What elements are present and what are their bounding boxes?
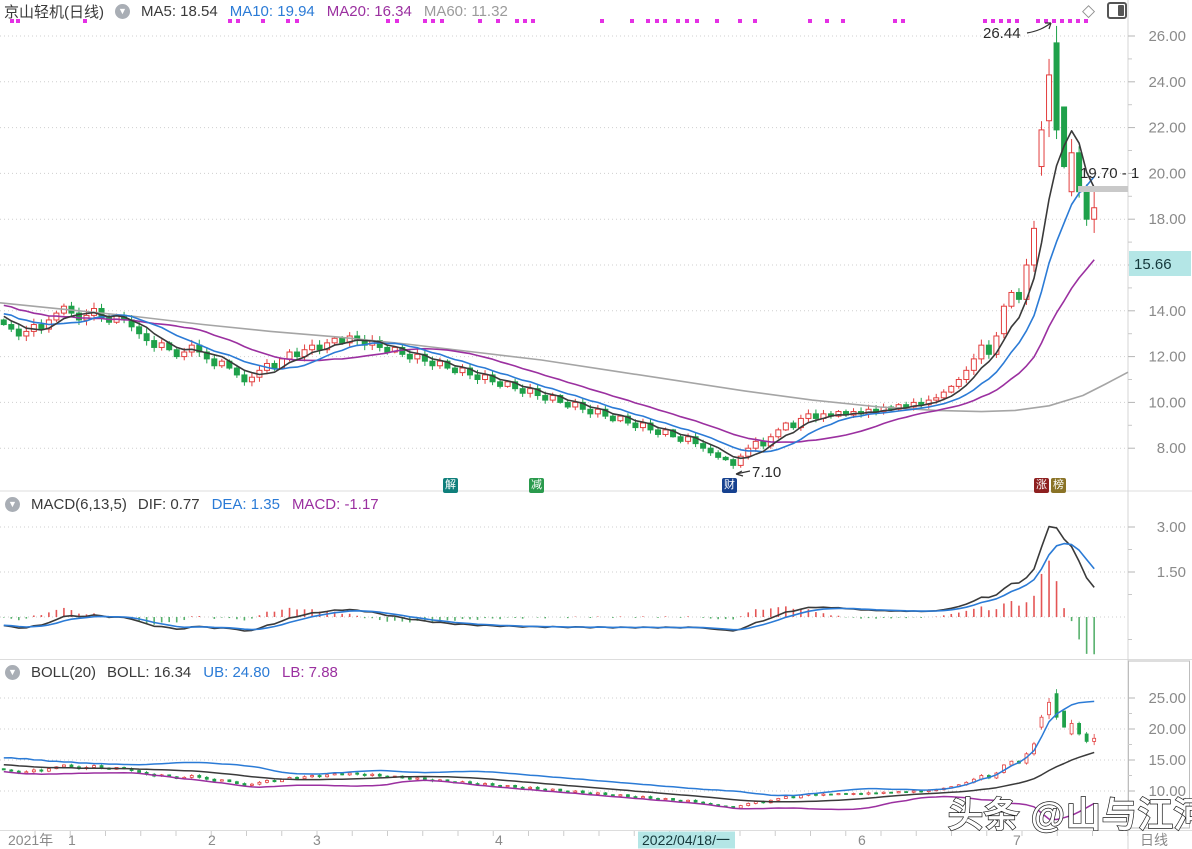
ma5-line [3,130,1095,460]
boll-values: BOLL: 16.34 UB: 24.80 LB: 7.88 [107,664,338,681]
annotation-level: 19.70 - 1 [1080,165,1139,182]
event-badge[interactable]: 减 [529,478,544,493]
svg-text:20.00: 20.00 [1148,721,1186,738]
event-badge[interactable]: 涨 [1034,478,1049,493]
time-axis-label: 6 [858,832,866,848]
time-axis-label: 1 [68,832,76,848]
macd-indicator-value: MACD: -1.17 [291,495,379,513]
svg-text:10.00: 10.00 [1148,394,1186,411]
gridlines [0,35,1128,792]
svg-text:20.00: 20.00 [1148,165,1186,182]
chevron-down-icon[interactable]: ▼ [5,664,20,680]
svg-text:3.00: 3.00 [1157,519,1186,536]
macd-panel-header: ▼ MACD(6,13,5) DIF: 0.77 DEA: 1.35 MACD: -… [5,494,379,514]
ma10-line [3,176,1095,453]
ma-values: MA5: 18.54 MA10: 19.94 MA20: 16.34 MA60: 11… [141,3,508,20]
svg-text:1.50: 1.50 [1157,564,1186,581]
cursor-price-label: 15.66 [1129,251,1191,276]
candlestick-series [0,25,1098,469]
macd-indicator-value: DIF: 0.77 [137,495,200,513]
svg-text:26.00: 26.00 [1148,28,1186,45]
macd-title: MACD(6,13,5) [31,495,127,513]
annotation-peak: 26.44 [983,25,1021,42]
event-badge[interactable]: 解 [443,478,458,493]
time-axis-label: 2 [208,832,216,848]
ma20-line [3,259,1095,444]
svg-text:12.00: 12.00 [1148,349,1186,366]
ma-indicator-value: MA5: 18.54 [141,2,218,20]
svg-text:25.00: 25.00 [1148,690,1186,707]
ma60-line [0,302,1129,413]
svg-text:14.00: 14.00 [1148,303,1186,320]
svg-text:8.00: 8.00 [1157,440,1186,457]
svg-text:2022/04/18/一: 2022/04/18/一 [642,832,730,848]
period-label: 日线 [1140,832,1168,848]
boll-lower-line [3,770,1095,821]
main-panel-header: 京山轻机(日线) ▼ MA5: 18.54 MA10: 19.94 MA20: 16… [4,1,508,21]
boll-title: BOLL(20) [31,663,97,681]
macd-indicator-value: DEA: 1.35 [211,495,280,513]
event-badge[interactable]: 财 [722,478,737,493]
time-axis-label: 2021年 [8,832,53,848]
svg-text:22.00: 22.00 [1148,120,1186,137]
panel-layout-icon[interactable] [1107,2,1128,19]
svg-text:10.00: 10.00 [1148,783,1186,800]
boll-panel-header: ▼ BOLL(20) BOLL: 16.34 UB: 24.80 LB: 7.88 [5,662,338,682]
cursor-date-label [638,831,735,849]
ma-indicator-value: MA10: 19.94 [229,2,315,20]
boll-mid-line [3,751,1095,803]
annotation-trough: 7.10 [752,464,781,481]
stock-title: 京山轻机(日线) [4,3,104,21]
time-axis-label: 3 [313,832,321,848]
ma-indicator-value: MA20: 16.34 [326,2,412,20]
event-badge[interactable]: 榜 [1051,478,1066,493]
dea-line [3,542,1095,631]
macd-histogram [2,560,1095,655]
time-axis-label: 7 [1013,832,1021,848]
chevron-down-icon[interactable]: ▼ [115,3,130,19]
price-marker-bar [1078,186,1128,192]
macd-values: DIF: 0.77 DEA: 1.35 MACD: -1.17 [138,496,379,513]
svg-text:15.00: 15.00 [1148,752,1186,769]
boll-indicator-value: BOLL: 16.34 [107,663,192,681]
ma-indicator-value: MA60: 11.32 [423,2,508,20]
boll-upper-line [3,700,1095,797]
annotations: 26.44 19.70 - 1 7.10 [735,22,1139,481]
dif-line [3,525,1095,632]
diamond-tool-icon[interactable]: ◇ [1082,1,1096,20]
toolbar: ◇ [1082,1,1128,20]
signal-markers [10,19,1088,23]
boll-indicator-value: LB: 7.88 [282,663,338,681]
time-axis: 2021年 1 2 3 4 6 7 2022/04/18/一 日线 [8,831,1168,849]
time-axis-label: 4 [495,832,503,848]
svg-text:18.00: 18.00 [1148,211,1186,228]
svg-text:15.66: 15.66 [1134,256,1172,273]
watermark: 头条 @山与江河 [948,796,1192,835]
chevron-down-icon[interactable]: ▼ [5,496,20,512]
boll-indicator-value: UB: 24.80 [203,663,270,681]
svg-text:24.00: 24.00 [1148,74,1186,91]
price-axis: 26.0024.0022.0020.0018.0016.0014.0012.00… [1128,28,1186,800]
